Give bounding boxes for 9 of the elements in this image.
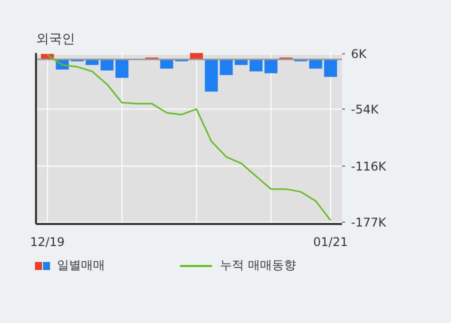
x-tick-label: 12/19 [30, 235, 65, 249]
chart-title: 외국인 [36, 32, 75, 47]
y-tick-label: -177K [351, 215, 388, 230]
y-tick-label: -116K [351, 159, 388, 174]
y-tick-label: 6K [351, 47, 368, 62]
legend-label: 누적 매매동향 [220, 258, 296, 272]
x-tick-label: 01/21 [313, 235, 348, 249]
y-tick-label: -54K [351, 102, 380, 116]
legend-label: 일별매매 [57, 258, 105, 272]
